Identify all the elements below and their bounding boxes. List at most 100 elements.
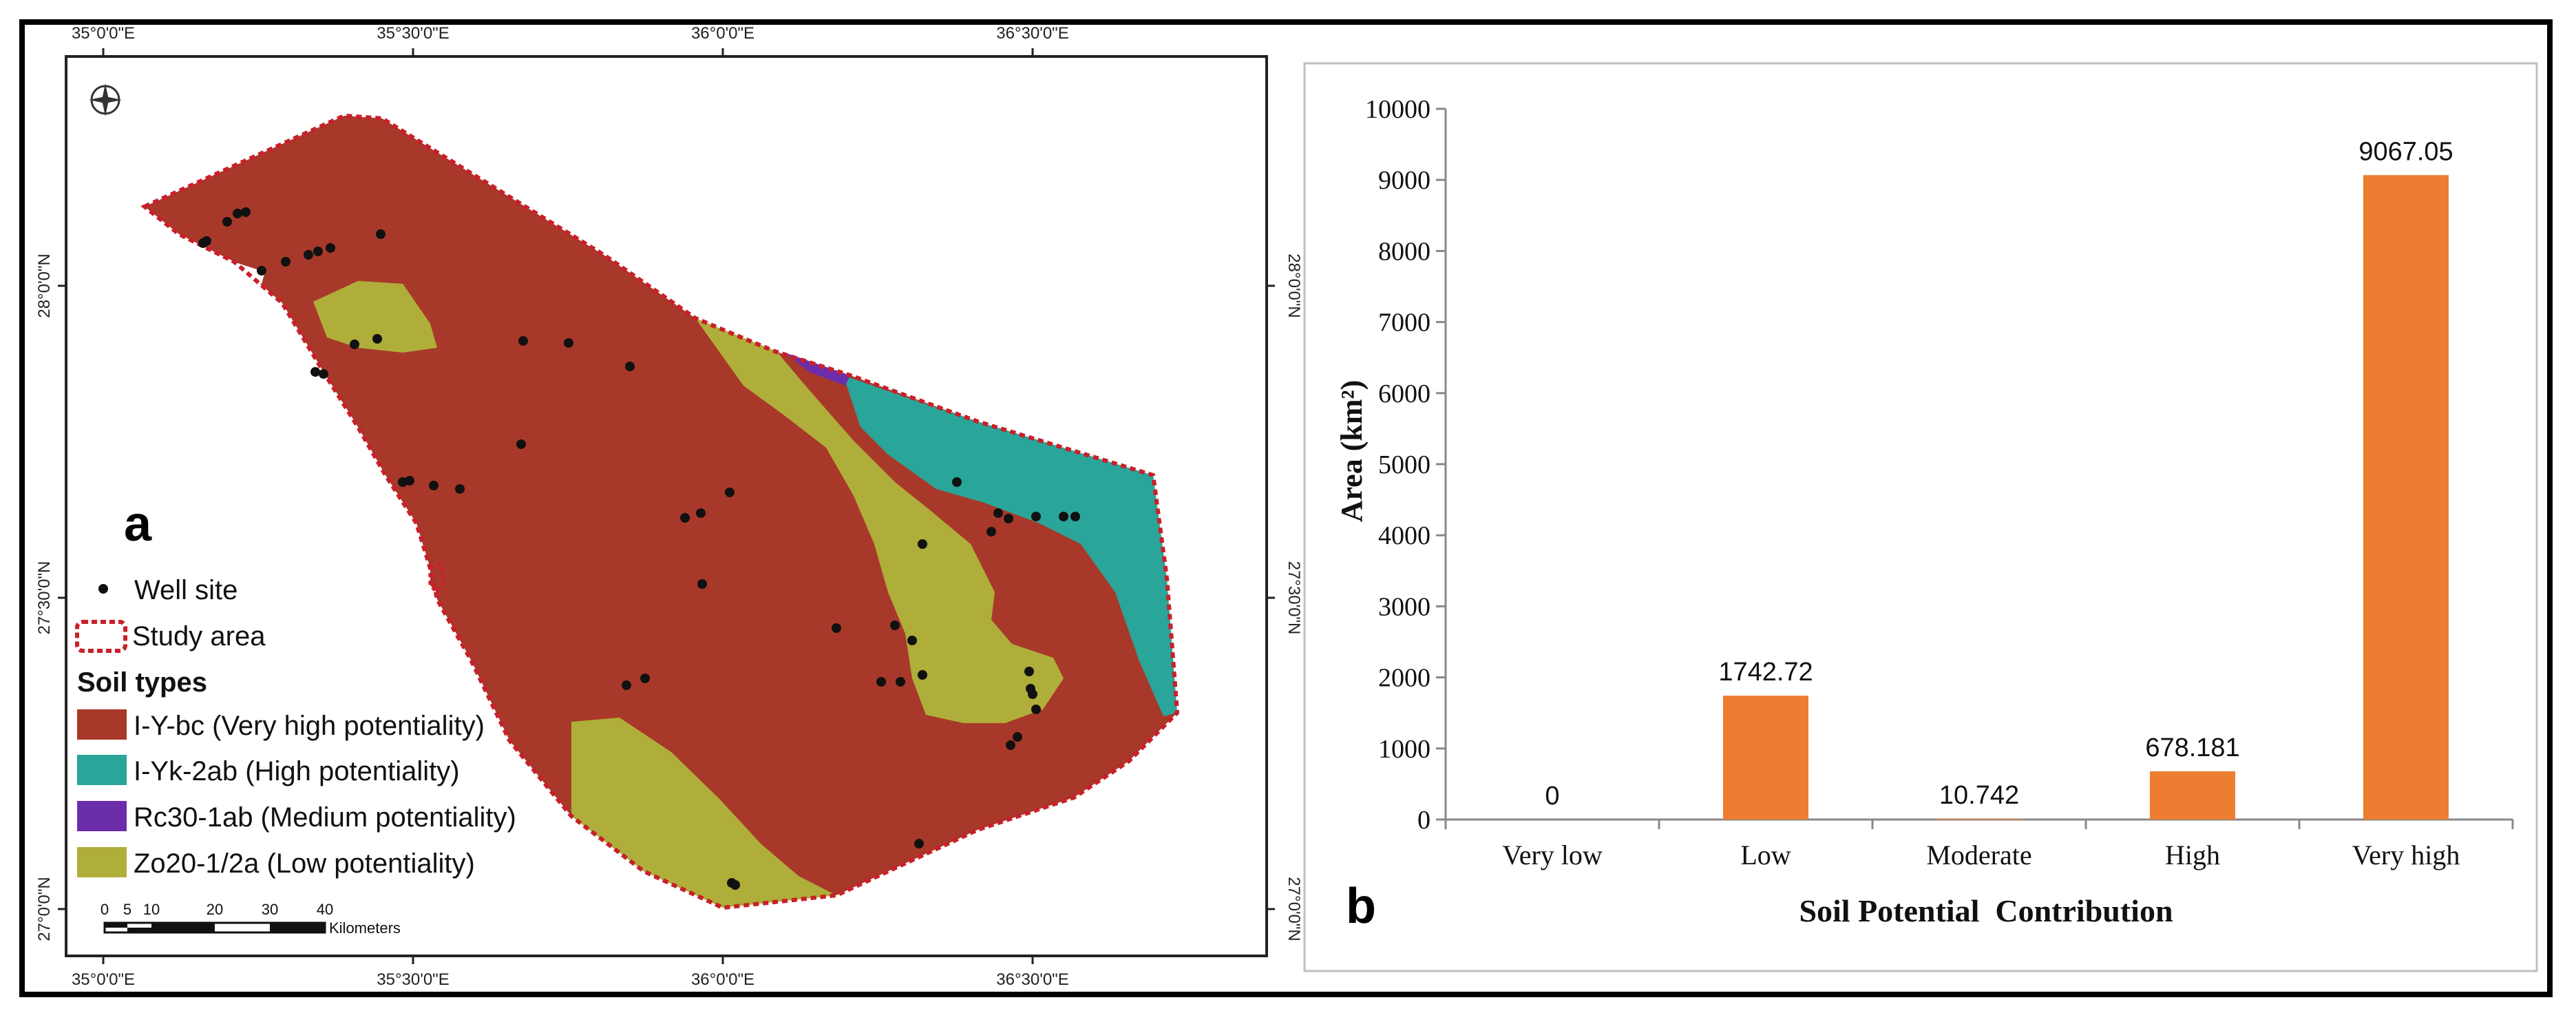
y-tick-label: 1000	[1378, 735, 1430, 764]
well-site-point	[455, 484, 465, 494]
well-site-point	[304, 250, 313, 260]
well-site-point	[993, 508, 1003, 518]
map-right-tick-label: 27°0'0"N	[1285, 877, 1303, 941]
low-zone-south	[571, 718, 836, 908]
well-site-point	[233, 209, 242, 218]
scale-tick-label: 40	[317, 901, 333, 918]
bar-value-label: 678.181	[2145, 733, 2239, 762]
chart-y-axis-title: Area (km²)	[1335, 380, 1369, 523]
well-site-point	[326, 243, 335, 253]
scale-tick-label: 30	[262, 901, 278, 918]
y-tick-label: 2000	[1378, 664, 1430, 693]
well-site-legend-icon	[98, 584, 108, 594]
well-site-point	[1013, 732, 1022, 742]
well-site-point	[832, 623, 841, 633]
well-site-point	[730, 880, 740, 890]
well-site-point	[907, 636, 917, 645]
well-site-point	[725, 488, 735, 497]
well-site-point	[405, 476, 414, 486]
legend-well-site: Well site	[134, 575, 237, 605]
well-site-point	[429, 481, 439, 490]
map-top-tick-label: 35°30'0"E	[377, 24, 449, 43]
well-site-point	[1031, 705, 1041, 714]
map-bottom-tick-label: 35°0'0"E	[72, 970, 135, 989]
x-category-label: Moderate	[1926, 840, 2031, 870]
legend-swatch-high	[77, 755, 127, 785]
well-site-point	[696, 508, 706, 518]
legend-soil-type-label: I-Y-bc (Very high potentiality)	[134, 711, 485, 741]
well-site-point	[1006, 740, 1015, 750]
legend-soil-type-label: Zo20-1/2a (Low potentiality)	[134, 848, 475, 879]
map-graticule-ticks	[58, 48, 1275, 964]
x-category-label: Very high	[2352, 840, 2460, 870]
well-site-point	[516, 439, 526, 449]
bar	[1723, 696, 1808, 820]
chart-x-axis-title: Soil Potential Contribution	[1799, 893, 2173, 928]
y-tick-label: 4000	[1378, 521, 1430, 550]
well-site-point	[914, 839, 924, 848]
bar-value-label: 0	[1545, 782, 1559, 811]
y-tick-label: 3000	[1378, 592, 1430, 621]
map-left-tick-label: 28°0'0"N	[35, 253, 54, 317]
well-site-point	[257, 266, 266, 275]
legend-swatch-medium	[77, 801, 127, 831]
low-zone-central	[695, 318, 1064, 723]
well-site-point	[1070, 512, 1080, 521]
north-arrow-icon	[89, 83, 122, 116]
bar-value-label: 10.742	[1939, 781, 2019, 810]
scale-tick-label: 0	[101, 901, 109, 918]
well-site-point	[680, 513, 690, 523]
well-site-point	[319, 369, 328, 379]
well-site-point	[622, 680, 631, 690]
map-left-tick-label: 27°30'0"N	[35, 561, 54, 635]
map-left-tick-label: 27°0'0"N	[35, 877, 54, 941]
legend-swatch-very-high	[77, 709, 127, 740]
well-site-point	[564, 338, 573, 348]
panel-b-label: b	[1346, 879, 1376, 934]
well-site-point	[241, 207, 251, 217]
high-zone	[843, 375, 1177, 716]
well-site-point	[202, 236, 211, 246]
scale-tick-label: 5	[123, 901, 131, 918]
well-site-point	[376, 229, 386, 239]
well-site-point	[350, 340, 359, 349]
well-site-point	[372, 334, 382, 344]
well-site-point	[918, 539, 927, 549]
scale-tick-label: 10	[143, 901, 160, 918]
bar-value-label: 9067.05	[2358, 137, 2453, 166]
well-site-point	[1028, 689, 1037, 699]
bar	[2150, 771, 2235, 820]
bar	[1936, 818, 2022, 820]
y-tick-label: 8000	[1378, 237, 1430, 266]
map-notch	[203, 263, 265, 284]
well-site-point	[986, 527, 996, 536]
bar-chart: 0 1000 2000 3000 4000 5000 6000 7000 8000 9000 100…	[1365, 95, 2514, 870]
bar-value-label: 1742.72	[1718, 658, 1813, 687]
legend-soil-type-label: I-Yk-2ab (High potentiality)	[134, 756, 460, 786]
well-site-point	[1059, 512, 1068, 521]
bar	[2363, 175, 2449, 820]
y-tick-label: 7000	[1378, 309, 1430, 337]
study-area-legend-icon	[75, 620, 127, 653]
well-site-point	[1031, 512, 1041, 521]
map-top-tick-label: 36°0'0"E	[691, 24, 754, 43]
x-category-label: Low	[1740, 840, 1791, 870]
well-site-point	[310, 367, 320, 377]
well-site-point	[1004, 514, 1013, 523]
well-sites	[198, 207, 1080, 890]
well-site-point	[640, 674, 650, 683]
map-bottom-tick-label: 36°30'0"E	[996, 970, 1068, 989]
y-tick-label: 9000	[1378, 166, 1430, 195]
figure-frame	[19, 19, 2553, 997]
map-right-tick-label: 28°0'0"N	[1285, 253, 1303, 317]
well-site-point	[625, 362, 635, 371]
map-top-tick-label: 36°30'0"E	[996, 24, 1068, 43]
map-right-tick-label: 27°30'0"N	[1285, 561, 1303, 635]
y-tick-label: 5000	[1378, 450, 1430, 479]
well-site-point	[918, 670, 927, 680]
panel-a-label: a	[124, 497, 152, 552]
y-tick-label: 0	[1417, 806, 1430, 835]
well-site-point	[281, 257, 291, 267]
scale-unit-label: Kilometers	[329, 919, 401, 937]
